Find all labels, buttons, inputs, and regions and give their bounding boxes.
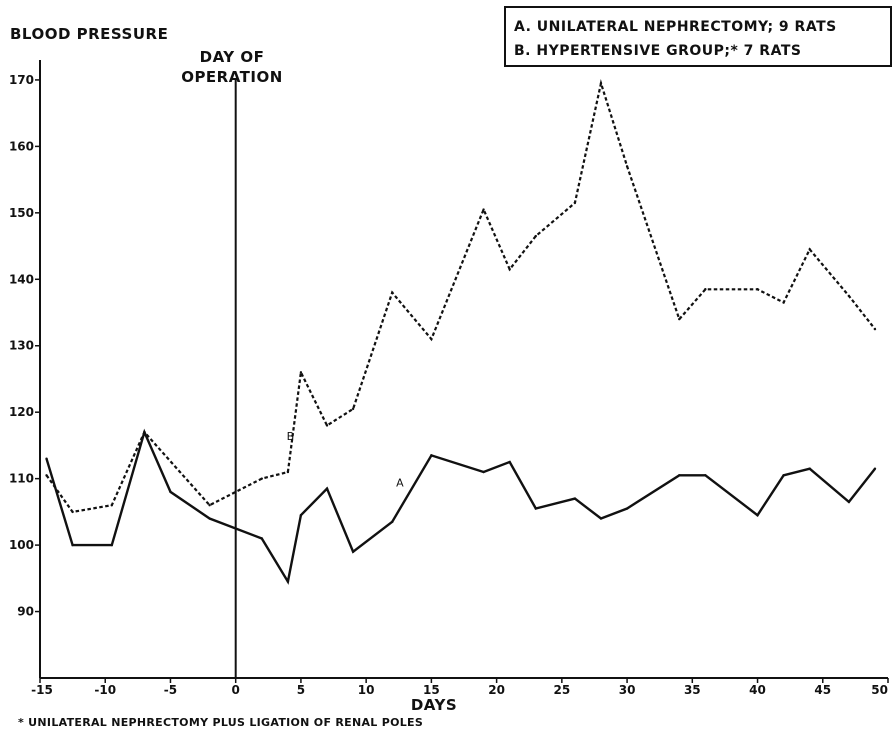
y-tick-label: 100 bbox=[9, 538, 34, 552]
series-a-point bbox=[873, 467, 877, 470]
series-b-point bbox=[286, 470, 290, 474]
x-tick-label: 20 bbox=[488, 683, 505, 697]
series-b-point bbox=[808, 248, 811, 251]
series-lines bbox=[45, 79, 877, 585]
series-b-point bbox=[325, 424, 329, 427]
series-a-point bbox=[71, 543, 74, 547]
series-a-point bbox=[599, 517, 603, 520]
x-tick-label: 15 bbox=[423, 683, 440, 697]
series-a-point bbox=[110, 543, 113, 547]
x-tick-label: 25 bbox=[553, 683, 570, 697]
x-tick-label: -15 bbox=[31, 683, 53, 697]
x-tick-label: 30 bbox=[619, 683, 636, 697]
series-a-point bbox=[430, 454, 433, 457]
y-tick-label: 90 bbox=[17, 605, 34, 619]
series-b-point bbox=[71, 510, 74, 514]
series-b-point bbox=[391, 291, 394, 294]
y-tick-label: 160 bbox=[9, 139, 34, 153]
series-a-point bbox=[482, 470, 485, 474]
x-tick-label: 10 bbox=[358, 683, 375, 697]
legend-entry-b: B. HYPERTENSIVE GROUP;* 7 RATS bbox=[514, 43, 801, 59]
x-tick-label: 5 bbox=[297, 683, 305, 697]
series-b-point bbox=[260, 477, 263, 480]
series-b-point bbox=[756, 288, 759, 291]
series-a-point bbox=[208, 517, 211, 520]
series-a-line bbox=[45, 428, 876, 585]
series-a-point bbox=[678, 474, 681, 477]
series-b-point bbox=[299, 371, 303, 374]
y-tick-label: 120 bbox=[9, 405, 34, 419]
x-tick-label: 35 bbox=[684, 683, 701, 697]
series-b-marker: B bbox=[287, 430, 295, 443]
series-b-point bbox=[45, 474, 48, 477]
series-b-point bbox=[625, 165, 629, 168]
legend: A. UNILATERAL NEPHRECTOMY; 9 RATS B. HYP… bbox=[504, 6, 892, 67]
series-a-point bbox=[782, 474, 785, 477]
footnote: * UNILATERAL NEPHRECTOMY PLUS LIGATION O… bbox=[18, 716, 423, 729]
series-b-point bbox=[847, 294, 851, 298]
tick-labels: 90 100 110 120 130 140 150 160 170 -15 -10 -5 0 5 10 15… bbox=[9, 73, 888, 697]
legend-box bbox=[504, 6, 892, 67]
series-a-point bbox=[573, 497, 577, 500]
y-axis-title: BLOOD PRESSURE bbox=[10, 25, 168, 43]
x-tick-label: 0 bbox=[232, 683, 240, 697]
series-a-point bbox=[756, 513, 759, 517]
x-tick-label: 40 bbox=[749, 683, 766, 697]
series-b-point bbox=[208, 504, 211, 507]
series-a-point bbox=[325, 487, 329, 490]
x-tick-label: -10 bbox=[94, 683, 116, 697]
series-b-point bbox=[351, 407, 355, 411]
y-tick-label: 150 bbox=[9, 206, 34, 220]
series-b-point bbox=[508, 268, 511, 271]
series-a-point bbox=[704, 474, 707, 477]
series-b-point bbox=[110, 504, 113, 507]
series-a-point bbox=[260, 537, 263, 540]
series-a-point bbox=[286, 580, 290, 583]
series-b-line bbox=[45, 79, 876, 514]
operation-label-line-2: OPERATION bbox=[181, 68, 283, 86]
series-a-point bbox=[625, 507, 629, 510]
series-a-marker: A bbox=[396, 477, 404, 490]
operation-label-line-1: DAY OF bbox=[200, 48, 265, 66]
series-a-point bbox=[45, 457, 48, 460]
series-b-point bbox=[704, 288, 707, 291]
series-markers: AB bbox=[287, 430, 405, 490]
series-a-point bbox=[808, 467, 811, 470]
series-a-point bbox=[299, 513, 303, 517]
series-a-point bbox=[508, 460, 511, 464]
x-tick-label: 50 bbox=[871, 683, 888, 697]
series-b-point bbox=[534, 234, 537, 238]
series-b-point bbox=[599, 82, 603, 85]
x-tick-label: 45 bbox=[814, 683, 831, 697]
series-b-point bbox=[430, 337, 433, 341]
series-a-point bbox=[351, 550, 355, 553]
y-tick-label: 170 bbox=[9, 73, 34, 87]
series-b-point bbox=[482, 208, 485, 211]
series-a-point bbox=[391, 520, 394, 524]
series-b-point bbox=[143, 430, 146, 434]
series-b-point bbox=[573, 201, 577, 205]
axes bbox=[35, 60, 889, 683]
y-tick-label: 140 bbox=[9, 272, 34, 286]
y-tick-label: 130 bbox=[9, 339, 34, 353]
series-a-point bbox=[534, 507, 537, 510]
series-a-point bbox=[169, 490, 172, 494]
series-b-point bbox=[873, 327, 877, 331]
y-tick-label: 110 bbox=[9, 472, 34, 486]
series-b-point bbox=[678, 317, 681, 321]
x-tick-label: -5 bbox=[164, 683, 177, 697]
series-a-point bbox=[847, 500, 851, 504]
legend-entry-a: A. UNILATERAL NEPHRECTOMY; 9 RATS bbox=[514, 19, 837, 35]
series-b-point bbox=[782, 301, 785, 304]
x-axis-title: DAYS bbox=[411, 696, 457, 714]
